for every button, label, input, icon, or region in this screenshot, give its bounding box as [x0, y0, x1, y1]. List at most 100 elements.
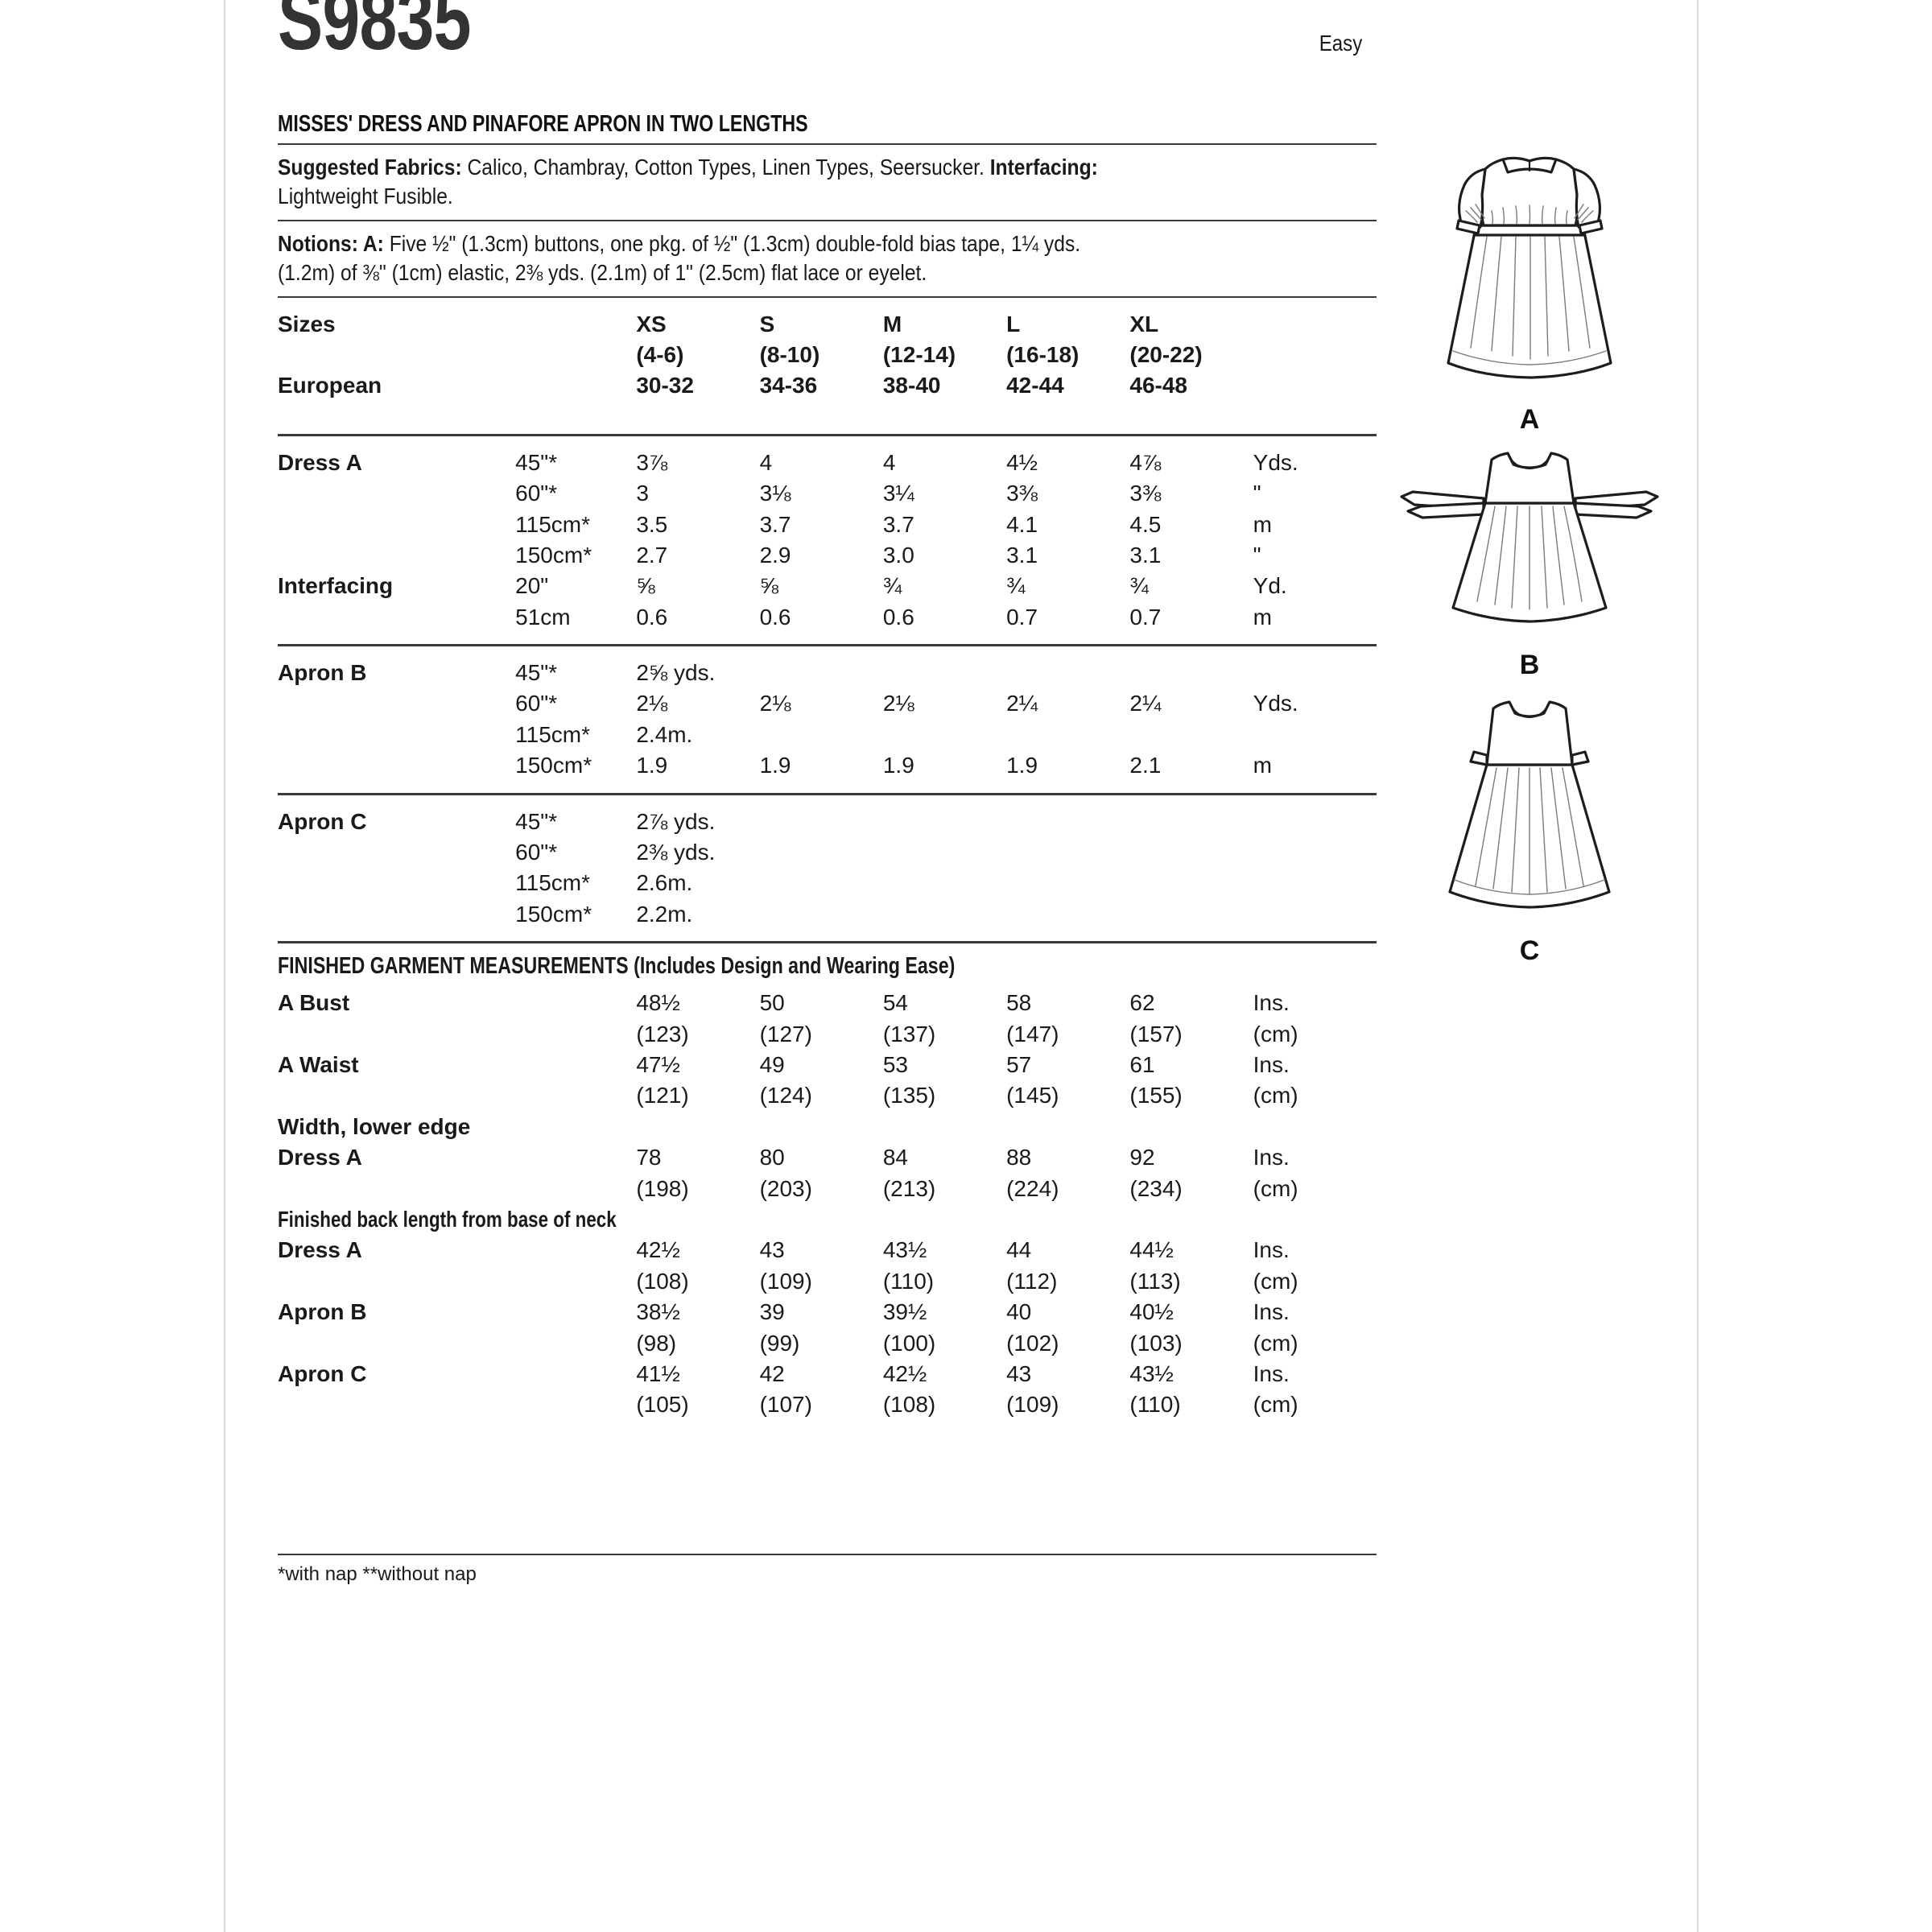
table-row: 60"* 3 3⅛ 3¼ 3⅜ 3⅜ "	[278, 478, 1377, 509]
yardage-value: 3.1	[1129, 542, 1162, 568]
yardage-value: 3¼	[882, 481, 914, 506]
table-row: Dress A 45"* 3⅞ 4 4 4½ 4⅞ Yds.	[278, 448, 1377, 478]
yardage-value: 4	[882, 449, 896, 475]
pattern-number: S9835	[278, 0, 471, 68]
yardage-value: 0.7	[1129, 604, 1162, 630]
yardage-value: 2.9	[759, 542, 791, 568]
yardage-label-interfacing: Interfacing	[278, 573, 394, 599]
yardage-value: 3	[636, 481, 649, 506]
yardage-unit: m	[1253, 604, 1272, 630]
fabric-width: 20"	[515, 573, 549, 599]
suggested-fabrics: Suggested Fabrics: Calico, Chambray, Cot…	[278, 153, 1377, 212]
table-row: 60"* 2⅛ 2⅛ 2⅛ 2¼ 2¼ Yds.	[278, 688, 1377, 719]
measure-value-cm: (110)	[882, 1268, 935, 1294]
table-row: Apron B 38½ 39 39½ 40 40½ Ins.	[278, 1297, 1377, 1327]
size-code-m: M	[882, 311, 902, 336]
yardage-value: 2.4m.	[636, 721, 693, 747]
yardage-value: 4½	[1006, 449, 1038, 475]
measure-unit: Ins.	[1253, 1360, 1290, 1386]
apron-c-line-drawing: C	[1368, 692, 1690, 967]
table-row: A Waist 47½ 49 53 57 61 Ins.	[278, 1050, 1377, 1080]
table-row: Interfacing 20" ⅝ ⅝ ¾ ¾ ¾ Yd.	[278, 571, 1377, 601]
size-code-xl: XL	[1129, 311, 1159, 336]
measure-value: 43	[759, 1237, 785, 1263]
divider-notions	[278, 295, 1377, 298]
measure-value-cm: (147)	[1006, 1021, 1059, 1046]
apron-b-svg	[1400, 452, 1659, 623]
table-row: 51cm 0.6 0.6 0.6 0.7 0.7 m	[278, 602, 1377, 633]
size-code-xs: XS	[636, 311, 667, 336]
measure-value-cm: (108)	[636, 1268, 689, 1294]
yardage-value: 2⅝ yds.	[636, 660, 716, 686]
size-range-s: (8-10)	[759, 341, 820, 367]
notions-line-1: Five ½" (1.3cm) buttons, one pkg. of ½" …	[383, 230, 1081, 256]
fabric-width: 115cm*	[515, 721, 591, 747]
measure-value: 84	[882, 1145, 908, 1170]
fabric-width: 150cm*	[515, 753, 592, 778]
difficulty-label: Easy	[1319, 31, 1362, 56]
yardage-value: 3⅜	[1006, 481, 1038, 506]
measure-value-cm: (234)	[1129, 1175, 1183, 1201]
page-edge-left	[224, 0, 225, 1932]
table-row: (123) (127) (137) (147) (157) (cm)	[278, 1019, 1377, 1050]
yardage-value: ¾	[1006, 573, 1026, 599]
yardage-unit: m	[1253, 511, 1272, 537]
measure-value-cm: (157)	[1129, 1021, 1183, 1046]
yardage-value: 0.6	[759, 604, 791, 630]
measure-value: 57	[1006, 1051, 1032, 1077]
yardage-value: 4⅞	[1129, 449, 1162, 475]
table-row: 115cm* 3.5 3.7 3.7 4.1 4.5 m	[278, 510, 1377, 540]
measure-value: 38½	[636, 1299, 680, 1325]
yardage-value: 3.0	[882, 542, 914, 568]
divider-dress-a	[278, 644, 1377, 647]
measure-value-cm: (105)	[636, 1392, 689, 1418]
fabric-width: 60"*	[515, 691, 558, 716]
fabric-width: 60"*	[515, 840, 558, 865]
fabric-width: 45"*	[515, 808, 558, 834]
table-row: Width, lower edge	[278, 1112, 1377, 1142]
notions-label: Notions: A:	[278, 230, 384, 256]
yardage-value: 2.2m.	[636, 901, 693, 927]
table-row-size-ranges: (4-6) (8-10) (12-14) (16-18) (20-22)	[278, 340, 1377, 370]
yardage-unit: Yd.	[1253, 573, 1287, 599]
measure-value: 43½	[882, 1237, 927, 1263]
yardage-value: 4	[759, 449, 773, 475]
yardage-value: 3⅞	[636, 449, 668, 475]
measure-value-cm: (213)	[882, 1175, 936, 1201]
yardage-label-apron-c: Apron C	[278, 808, 367, 834]
yardage-value: 2⅛	[882, 691, 914, 716]
measure-value-cm: (135)	[882, 1083, 936, 1108]
measure-value: 39½	[882, 1299, 927, 1325]
yardage-value: 4.1	[1006, 511, 1038, 537]
fabric-width: 60"*	[515, 481, 558, 506]
divider-footnote	[278, 1553, 1377, 1555]
dress-a-svg	[1447, 156, 1612, 379]
fabric-width: 150cm*	[515, 901, 592, 927]
table-row: 60"* 2⅜ yds.	[278, 837, 1377, 868]
table-row: 150cm* 1.9 1.9 1.9 1.9 2.1 m	[278, 750, 1377, 781]
measure-value: 78	[636, 1145, 662, 1170]
table-row: Dress A 78 80 84 88 92 Ins.	[278, 1142, 1377, 1173]
yardage-value: 2⅛	[636, 691, 668, 716]
table-row: 150cm* 2.2m.	[278, 899, 1377, 930]
yardage-unit: "	[1253, 542, 1261, 568]
yardage-value: ¾	[1129, 573, 1149, 599]
divider-fabrics	[278, 219, 1377, 221]
measure-value: 42½	[636, 1237, 680, 1263]
measure-value: 49	[759, 1051, 785, 1077]
table-row: Apron C 45"* 2⅞ yds.	[278, 807, 1377, 837]
measure-label: A Waist	[278, 1051, 359, 1077]
measure-value: 39	[759, 1299, 785, 1325]
table-row: A Bust 48½ 50 54 58 62 Ins.	[278, 988, 1377, 1018]
yardage-value: 1.9	[636, 753, 668, 778]
yardage-value: 0.6	[636, 604, 668, 630]
measure-value-cm: (203)	[759, 1175, 812, 1201]
measure-unit: Ins.	[1253, 990, 1290, 1016]
table-row: (105) (107) (108) (109) (110) (cm)	[278, 1389, 1377, 1420]
measure-unit-cm: (cm)	[1253, 1392, 1298, 1418]
measure-value-cm: (224)	[1006, 1175, 1059, 1201]
apron-b-line-drawing: B	[1368, 447, 1690, 681]
table-row-european: European 30-32 34-36 38-40 42-44 46-48	[278, 370, 1377, 401]
measure-value-cm: (155)	[1129, 1083, 1183, 1108]
